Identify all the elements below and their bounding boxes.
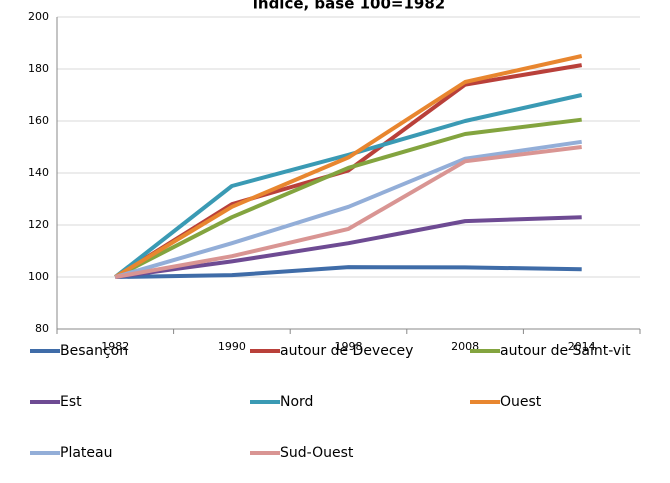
series-line xyxy=(114,145,582,279)
legend-label: Besançon xyxy=(60,343,128,359)
series-line xyxy=(114,93,583,279)
y-tick-label: 80 xyxy=(35,322,49,335)
chart-title: indice, base 100=1982 xyxy=(253,0,446,13)
y-tick-label: 120 xyxy=(28,218,49,231)
y-tick-label: 100 xyxy=(28,270,49,283)
y-tick-label: 160 xyxy=(28,114,49,127)
series-line xyxy=(114,139,582,279)
x-tick-label: 1998 xyxy=(335,340,363,353)
legend-label: Plateau xyxy=(60,445,112,461)
series-line xyxy=(115,215,582,279)
legend-label: autour de Saint-vit xyxy=(500,343,631,359)
legend-label: autour de Devecey xyxy=(280,343,413,359)
series-line xyxy=(115,265,582,279)
y-tick-label: 200 xyxy=(28,10,49,23)
y-tick-label: 180 xyxy=(28,62,49,75)
legend-label: Nord xyxy=(280,394,313,410)
legend-label: Sud-Ouest xyxy=(280,445,354,461)
legend-label: Est xyxy=(60,394,82,410)
y-tick-label: 140 xyxy=(28,166,49,179)
series-line xyxy=(114,117,582,279)
x-tick-label: 1982 xyxy=(101,340,129,353)
x-tick-label: 2014 xyxy=(568,340,596,353)
x-tick-label: 1990 xyxy=(218,340,246,353)
series-line xyxy=(114,54,583,279)
legend-label: Ouest xyxy=(500,394,542,410)
